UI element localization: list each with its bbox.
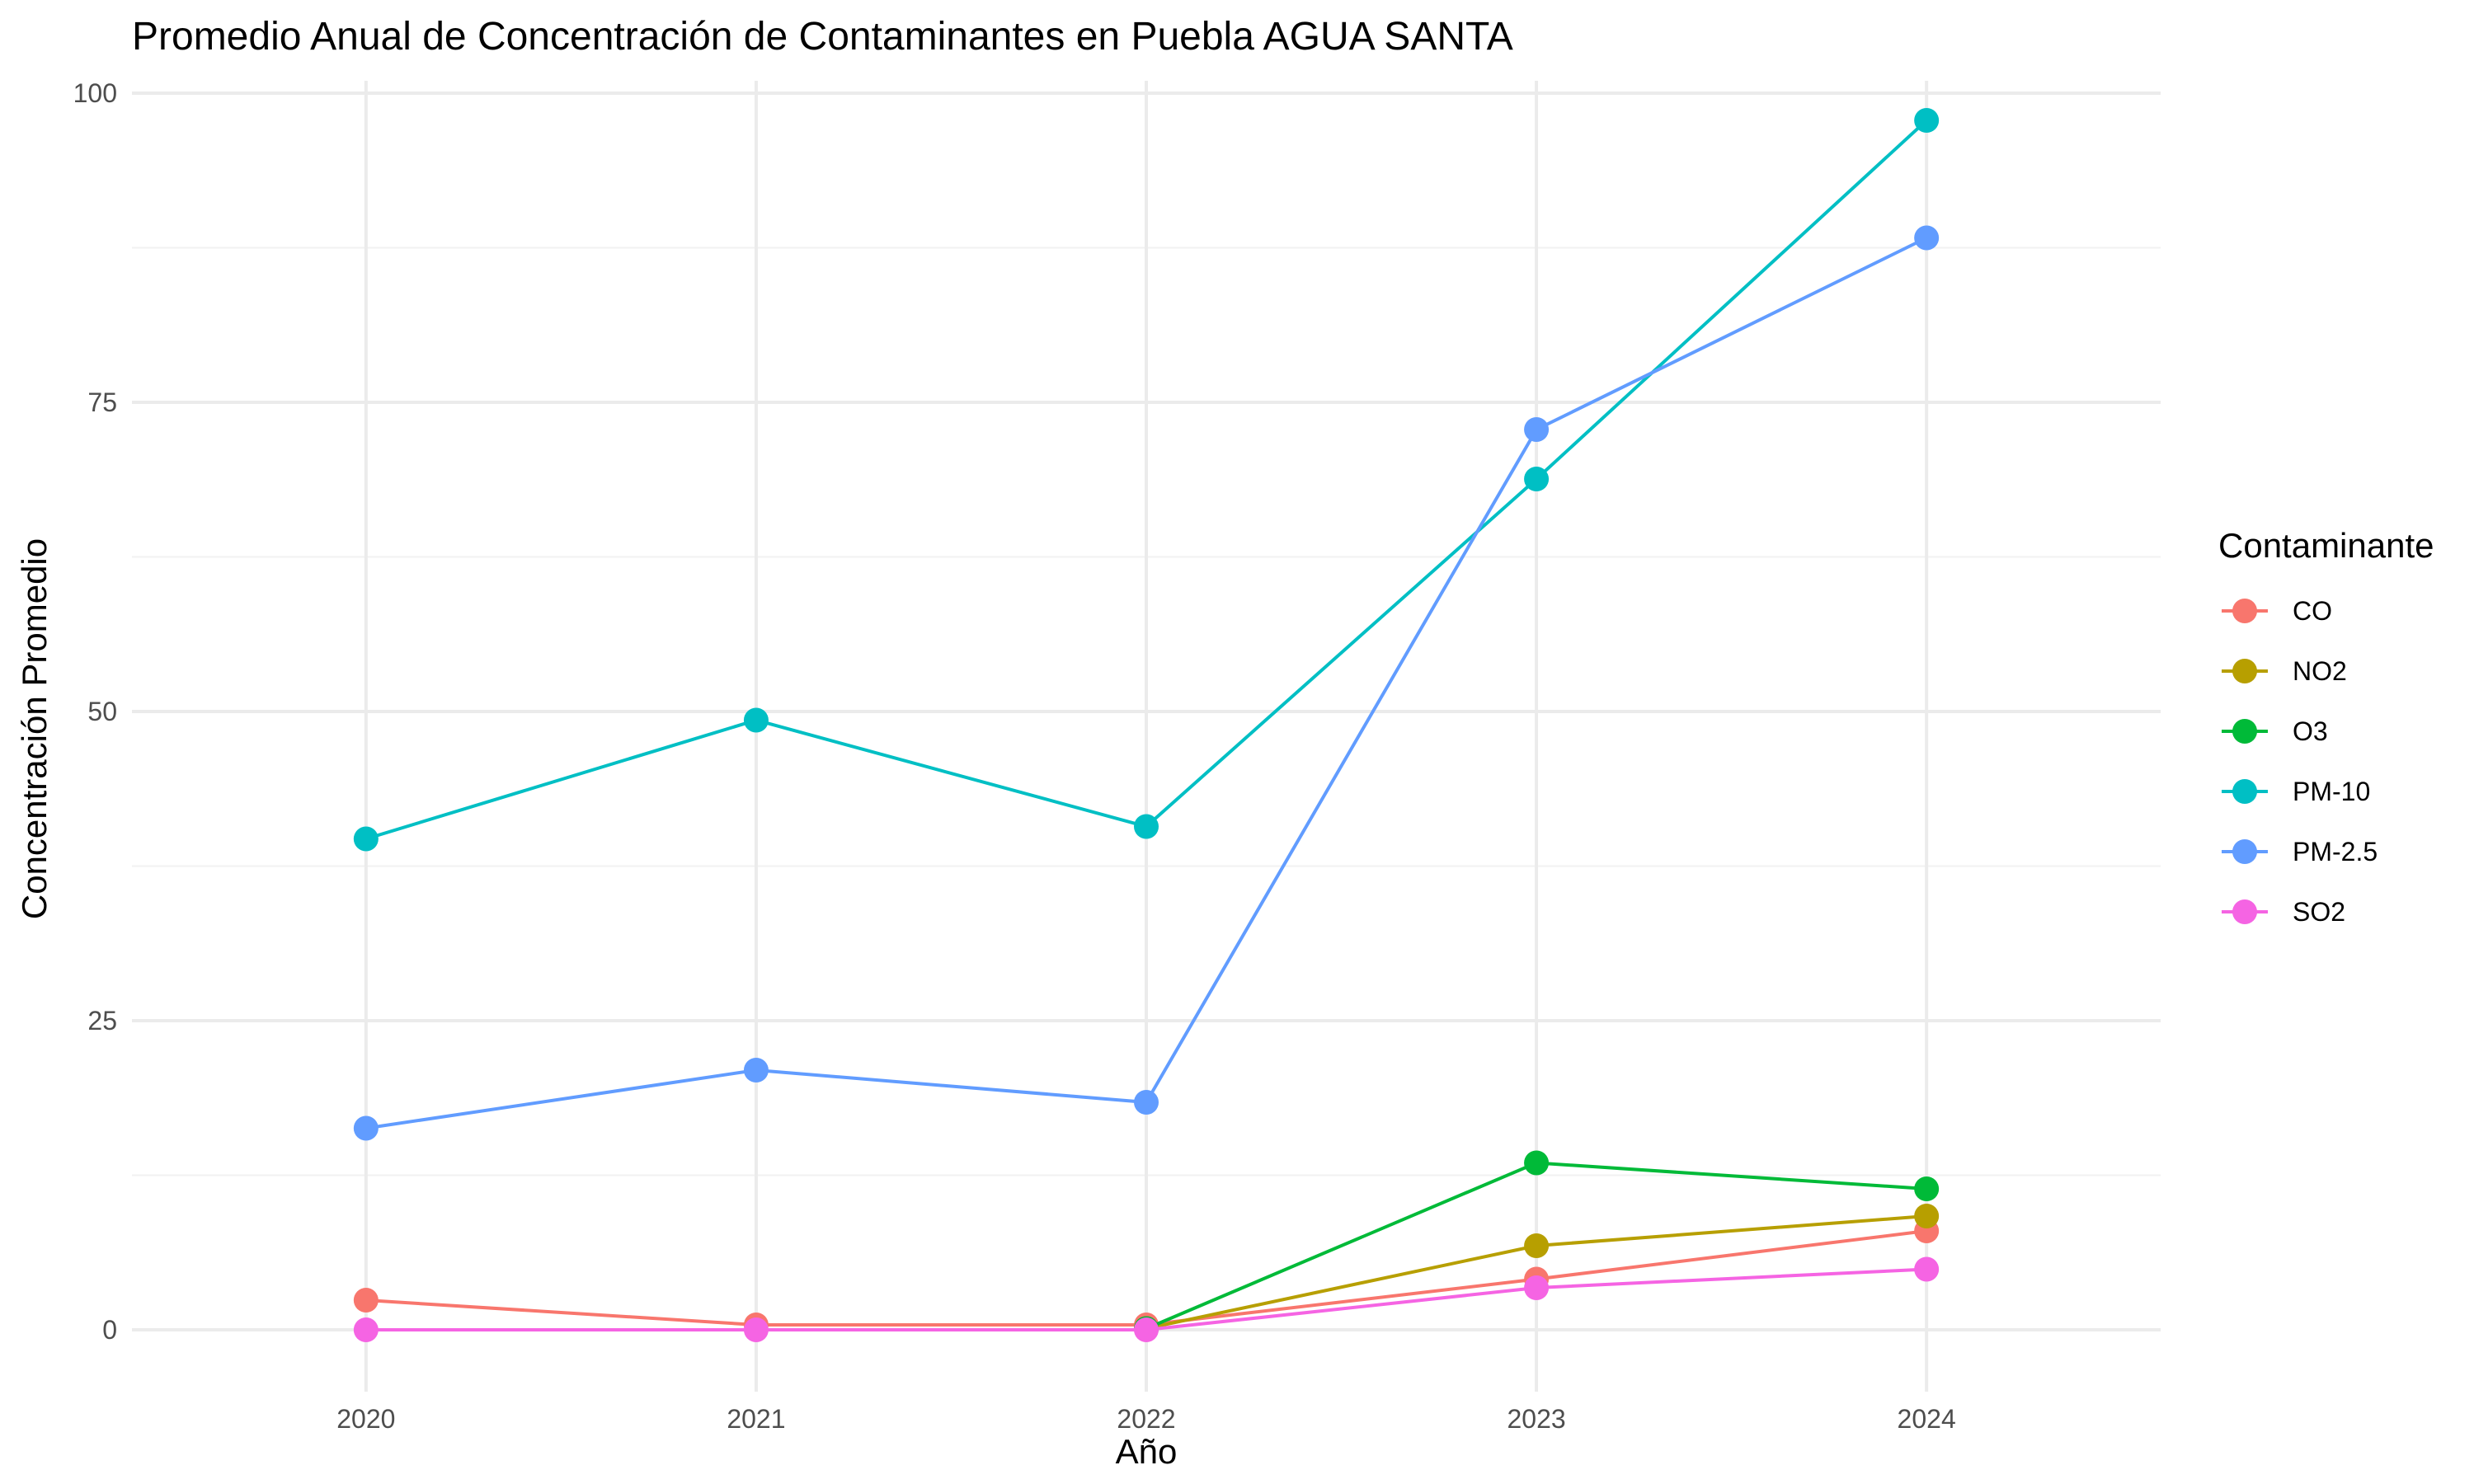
data-point-so2 <box>1914 1256 1940 1282</box>
legend-key-point <box>2232 899 2257 924</box>
legend-key-point <box>2232 659 2257 683</box>
x-tick-label: 2022 <box>1117 1404 1175 1434</box>
series-pm-10 <box>353 108 1940 852</box>
legend-item-o3: O3 <box>2222 716 2328 746</box>
data-point-pm-2-5 <box>1134 1090 1159 1115</box>
legend-label: PM-2.5 <box>2293 837 2378 866</box>
legend-item-so2: SO2 <box>2222 897 2345 927</box>
legend-label: SO2 <box>2293 897 2345 927</box>
y-axis-ticks: 0 25 50 75 100 <box>73 78 117 1345</box>
legend-item-co: CO <box>2222 596 2332 626</box>
y-tick-label: 100 <box>73 78 117 108</box>
x-tick-label: 2020 <box>336 1404 395 1434</box>
x-axis-ticks: 2020 2021 2022 2023 2024 <box>336 1404 1955 1434</box>
x-tick-label: 2024 <box>1898 1404 1956 1434</box>
data-point-pm-2-5 <box>1914 225 1940 251</box>
data-point-no2 <box>1914 1204 1940 1228</box>
legend-key-point <box>2232 599 2257 623</box>
y-tick-label: 25 <box>87 1006 117 1036</box>
legend-item-pm-2-5: PM-2.5 <box>2222 837 2378 866</box>
y-tick-label: 75 <box>87 387 117 417</box>
x-tick-label: 2021 <box>727 1404 785 1434</box>
legend-item-pm-10: PM-10 <box>2222 777 2370 806</box>
data-point-pm-10 <box>1914 108 1940 133</box>
data-point-so2 <box>1134 1317 1159 1342</box>
legend-label: O3 <box>2293 716 2328 746</box>
legend-item-no2: NO2 <box>2222 656 2347 686</box>
data-point-pm-2-5 <box>353 1115 379 1141</box>
x-axis-title: Año <box>1116 1432 1178 1471</box>
data-point-o3 <box>1524 1150 1550 1176</box>
data-point-o3 <box>1914 1176 1940 1201</box>
grid <box>132 81 2161 1392</box>
data-point-pm-2-5 <box>1524 417 1550 442</box>
data-point-pm-2-5 <box>743 1058 769 1082</box>
series-pm-2-5 <box>353 225 1940 1141</box>
data-point-no2 <box>1524 1233 1550 1258</box>
x-tick-label: 2023 <box>1507 1404 1565 1434</box>
legend-title: Contaminante <box>2218 526 2434 565</box>
data-point-so2 <box>1524 1275 1550 1300</box>
legend-key-point <box>2232 779 2257 804</box>
data-point-so2 <box>353 1317 379 1342</box>
legend-label: PM-10 <box>2293 777 2370 806</box>
data-point-pm-10 <box>1524 467 1550 491</box>
y-axis-title: Concentración Promedio <box>15 538 54 919</box>
data-point-pm-10 <box>1134 814 1159 839</box>
legend-key-point <box>2232 839 2257 864</box>
data-point-pm-10 <box>743 707 769 733</box>
data-point-pm-10 <box>353 826 379 852</box>
legend-label: CO <box>2293 596 2332 626</box>
series-so2 <box>353 1256 1940 1342</box>
data-point-so2 <box>743 1317 769 1342</box>
series-layer <box>353 108 1940 1342</box>
legend-key-point <box>2232 719 2257 744</box>
chart-title: Promedio Anual de Concentración de Conta… <box>132 15 1513 59</box>
y-tick-label: 50 <box>87 697 117 726</box>
legend: Contaminante CO NO2 O3 PM-10 PM-2.5 SO2 <box>2218 526 2434 927</box>
data-point-co <box>353 1288 379 1313</box>
legend-label: NO2 <box>2293 656 2347 686</box>
y-tick-label: 0 <box>102 1315 117 1345</box>
